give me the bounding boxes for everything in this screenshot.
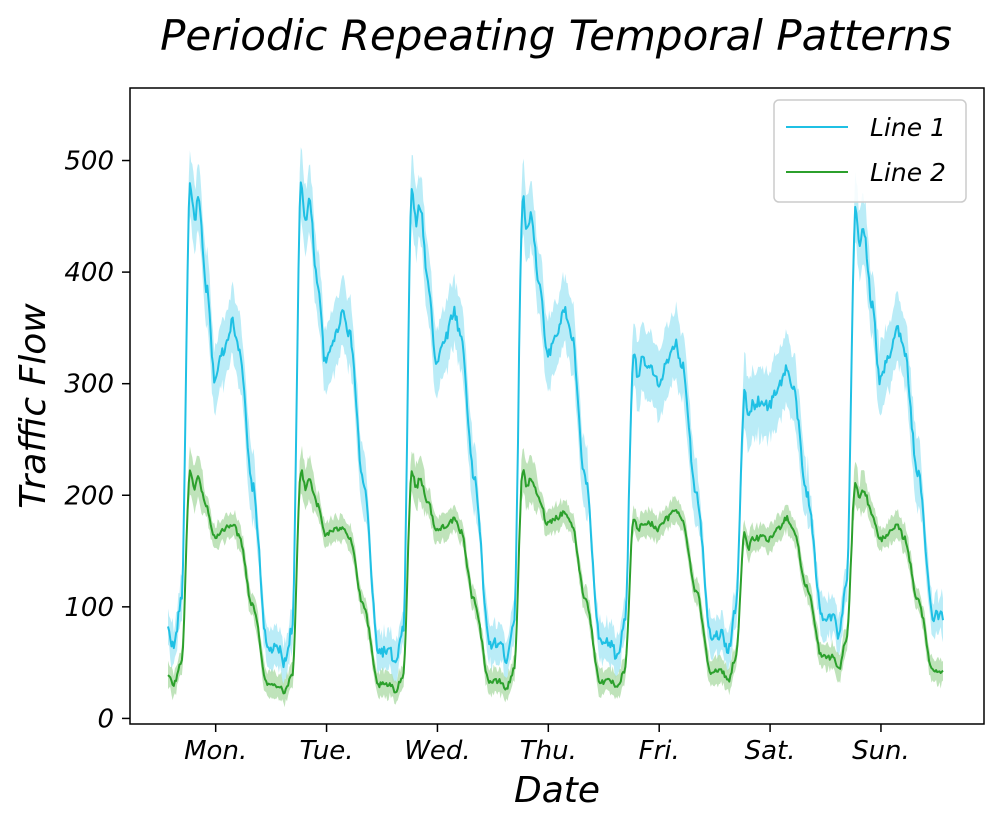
legend-label-line-1: Line 1: [870, 113, 946, 142]
x-axis-label: Date: [514, 770, 600, 811]
x-tick-label: Sun.: [852, 736, 910, 766]
y-axis-label: Traffic Flow: [13, 303, 54, 509]
series-lines: [167, 181, 944, 695]
x-tick-label: Tue.: [300, 736, 354, 766]
legend-label-line-2: Line 2: [870, 158, 946, 187]
chart-title: Periodic Repeating Temporal Patterns: [160, 11, 952, 60]
legend-box: [773, 99, 967, 203]
plot-frame: [129, 87, 985, 725]
y-axis-ticks: 0 100 200 300 400 500: [64, 147, 130, 734]
y-tick-label: 100: [64, 593, 114, 623]
x-tick-label: Wed.: [404, 736, 470, 766]
y-tick-label: 300: [64, 370, 114, 400]
x-tick-label: Mon.: [184, 736, 247, 766]
x-tick-label: Thu.: [520, 736, 577, 766]
y-tick-label: 0: [97, 704, 114, 734]
series-line-2: [167, 469, 944, 695]
y-tick-label: 200: [64, 481, 114, 511]
x-tick-label: Fri.: [639, 736, 680, 766]
legend: Line 1 Line 2: [773, 99, 967, 203]
x-axis-ticks: Mon. Tue. Wed. Thu. Fri. Sat. Sun.: [184, 724, 910, 766]
y-tick-label: 500: [64, 147, 114, 177]
x-tick-label: Sat.: [745, 736, 796, 766]
y-tick-label: 400: [64, 258, 114, 288]
series-line-1: [167, 181, 944, 669]
